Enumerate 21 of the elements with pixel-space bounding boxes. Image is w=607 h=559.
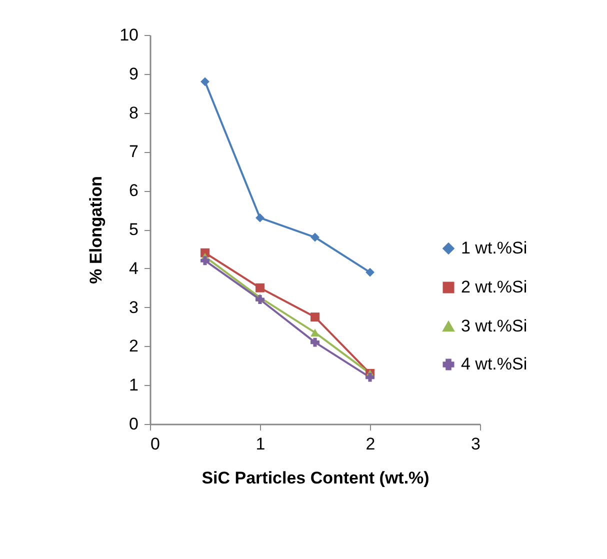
y-tick-label: 7	[129, 142, 138, 162]
y-tick-label: 3	[129, 298, 138, 317]
y-tick-label: 5	[129, 220, 138, 239]
legend-label: 4 wt.%Si	[461, 354, 528, 374]
y-tick-label: 6	[129, 181, 138, 200]
x-tick-label: 3	[471, 434, 480, 454]
y-tick-label: 10	[120, 26, 138, 44]
legend-label: 2 wt.%Si	[461, 278, 528, 296]
y-axis-title: % Elongation	[86, 176, 106, 284]
x-axis-title: SiC Particles Content (wt.%)	[202, 468, 430, 488]
y-tick-label: 2	[129, 336, 138, 356]
y-tick-label: 8	[129, 103, 138, 122]
y-tick-label: 1	[129, 376, 138, 395]
legend-label: 3 wt.%Si	[461, 316, 528, 336]
x-tick-label: 1	[256, 434, 266, 454]
y-tick-label: 9	[129, 64, 138, 84]
y-tick-label: 4	[129, 258, 138, 278]
y-tick-label: 0	[129, 414, 138, 434]
x-tick-label: 0	[150, 434, 160, 454]
legend-label: 1 wt.%Si	[461, 238, 528, 258]
x-tick-label: 2	[366, 434, 376, 454]
